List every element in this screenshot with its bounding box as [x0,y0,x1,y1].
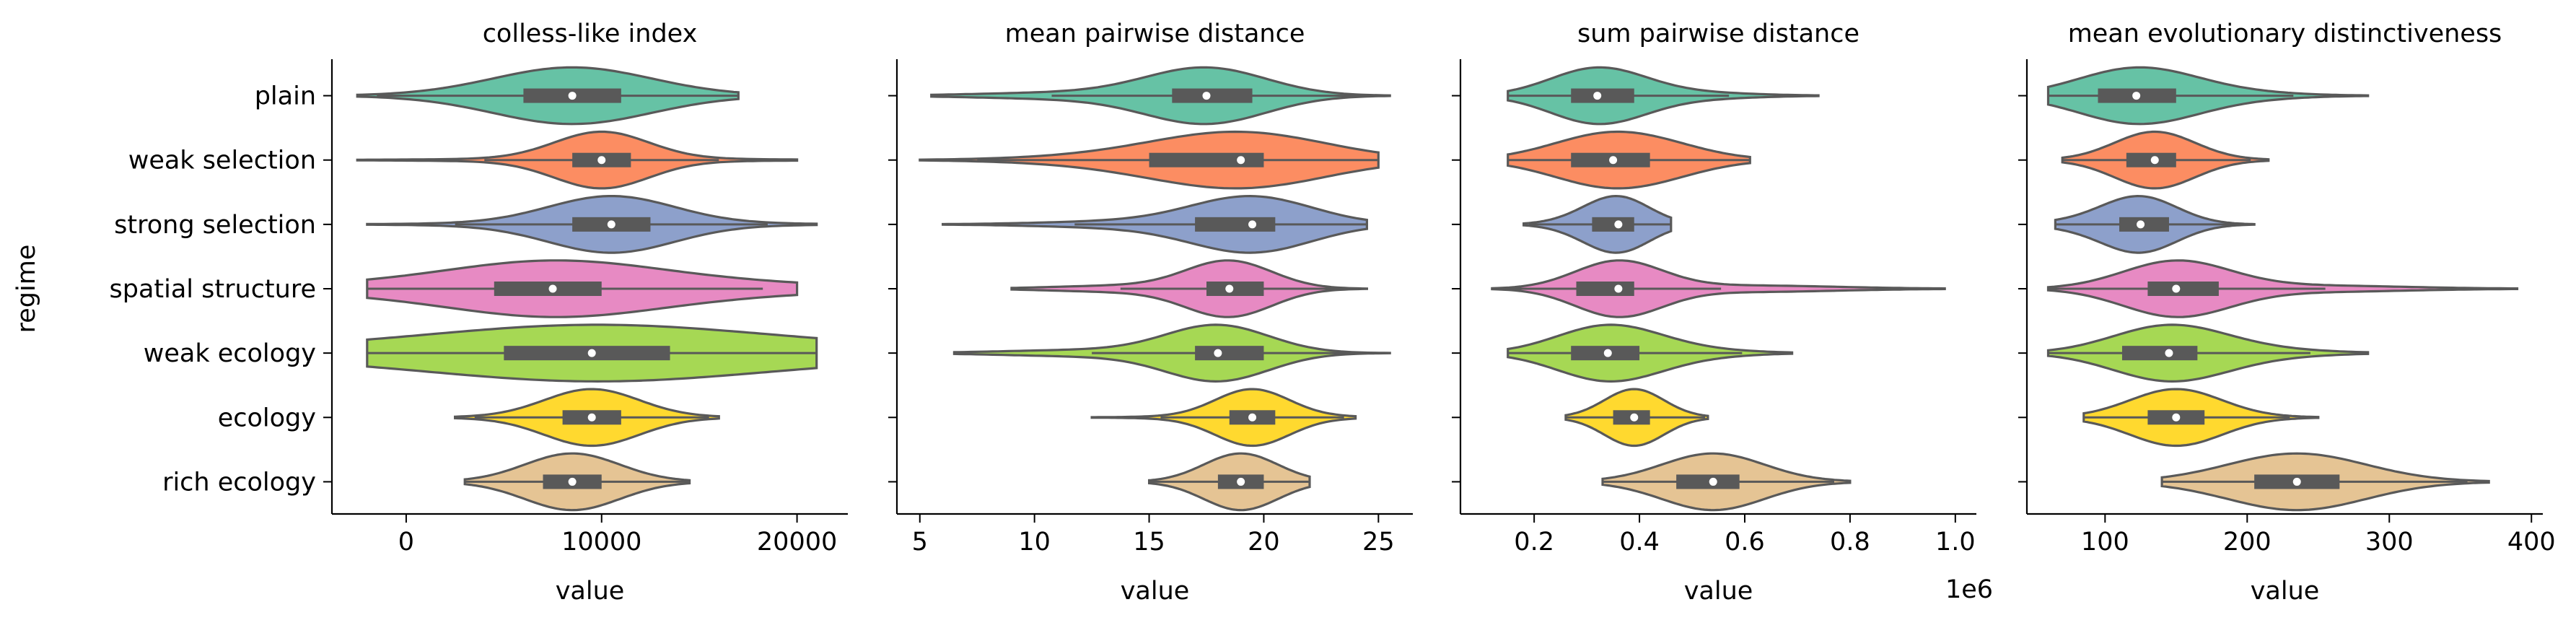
x-tick-label: 20 [1248,528,1280,557]
violin-median [1202,92,1211,100]
violin-iqr-box [1676,474,1740,489]
violin-iqr-box [2121,346,2198,361]
violin-median [1630,413,1639,422]
violin-median [1225,284,1234,293]
violin-median [568,92,577,100]
x-tick-label: 100 [2081,528,2129,557]
x-axis-label: value [1684,577,1753,606]
y-tick-label: weak selection [128,147,316,175]
violin-median [2137,220,2145,229]
violin-median [1609,156,1618,165]
violin-iqr-box [2147,282,2219,296]
y-tick-label: weak ecology [144,339,316,368]
x-tick-label: 15 [1133,528,1165,557]
violin-iqr-box [494,282,602,296]
x-tick-label: 0.4 [1619,528,1660,557]
violin-median [1237,156,1245,165]
violin-median [1237,477,1245,486]
y-tick-label: plain [255,82,316,111]
x-tick-label: 0.6 [1725,528,1765,557]
x-axis-label: value [2251,577,2320,606]
violin-median [2292,477,2301,486]
violin-median [587,349,596,357]
x-tick-label: 20000 [757,528,837,557]
x-offset-label: 1e6 [1945,575,1993,604]
violin-median [2172,413,2181,422]
violin-median [2165,349,2173,357]
violin-median [1614,284,1623,293]
violin-median [2132,92,2141,100]
x-tick-label: 1.0 [1935,528,1976,557]
violin-median [548,284,557,293]
x-tick-label: 0.8 [1830,528,1870,557]
x-tick-label: 25 [1362,528,1395,557]
violin-median [587,413,596,422]
violin-median [1709,477,1717,486]
x-tick-label: 200 [2223,528,2271,557]
x-tick-label: 0 [398,528,414,557]
x-axis-label: value [1121,577,1190,606]
y-axis-label: regime [12,245,41,333]
panel-title: mean pairwise distance [1005,19,1305,48]
violin-iqr-box [1172,88,1253,103]
violin-iqr-box [1592,217,1634,232]
violin-iqr-box [504,346,670,361]
x-tick-label: 10 [1018,528,1051,557]
y-tick-label: rich ecology [162,468,316,497]
violin-median [568,477,577,486]
panel-title: sum pairwise distance [1577,19,1859,48]
violin-median [1248,413,1257,422]
x-tick-label: 5 [912,528,928,557]
violin-median [1248,220,1257,229]
x-tick-label: 10000 [561,528,641,557]
x-tick-label: 300 [2365,528,2414,557]
y-tick-label: strong selection [114,211,316,240]
panel-title: mean evolutionary distinctiveness [2068,19,2502,48]
violin-median [1593,92,1602,100]
violin-iqr-box [1206,282,1264,296]
violin-iqr-box [1195,217,1276,232]
violin-median [1614,220,1623,229]
violin-median [607,220,615,229]
x-tick-label: 400 [2507,528,2556,557]
violin-iqr-box [1195,346,1264,361]
violin-iqr-box [1576,282,1634,296]
violin-iqr-box [1149,152,1264,167]
x-axis-label: value [556,577,625,606]
y-tick-label: spatial structure [110,275,316,304]
y-tick-label: ecology [218,404,316,432]
violin-median [2150,156,2159,165]
panel-title: colless-like index [483,19,698,48]
violin-median [1214,349,1222,357]
violin-median [1603,349,1612,357]
x-tick-label: 0.2 [1514,528,1554,557]
violin-iqr-box [1571,88,1634,103]
violin-median [597,156,606,165]
violin-median [2172,284,2181,293]
